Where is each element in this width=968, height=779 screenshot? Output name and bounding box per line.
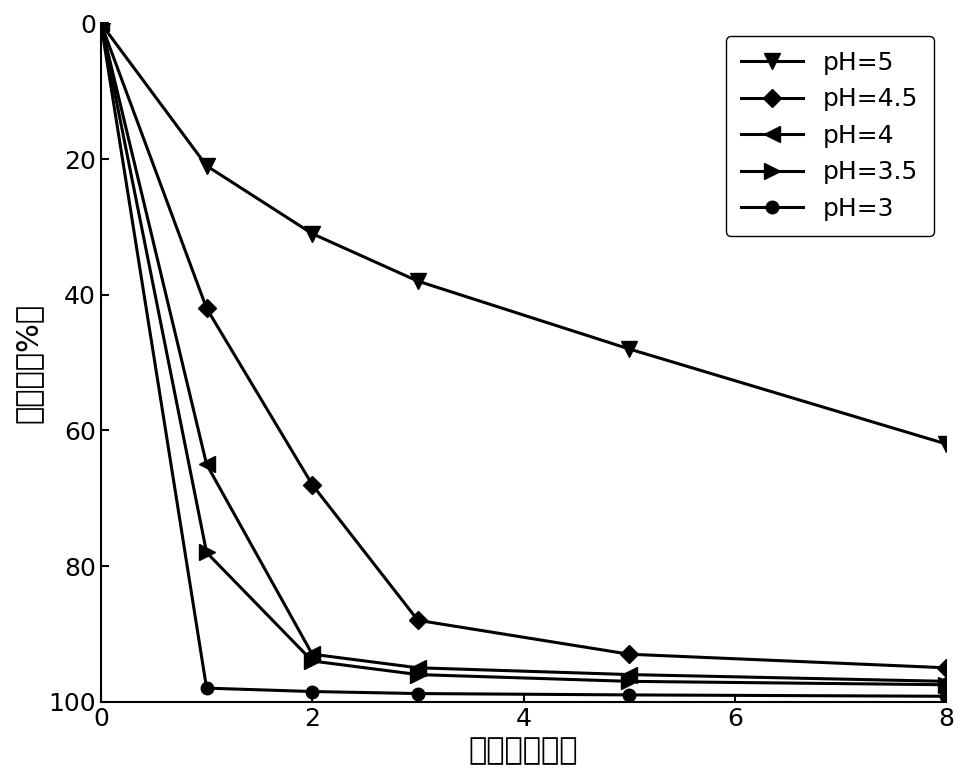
pH=3.5 — [412, 670, 424, 679]
pH=4 — [307, 650, 318, 659]
pH=4.5 — [95, 19, 106, 28]
pH=3 — [940, 692, 952, 701]
Line: pH=4.5: pH=4.5 — [95, 17, 953, 674]
Line: pH=4: pH=4 — [93, 16, 953, 689]
pH=5 — [95, 19, 106, 28]
Y-axis label: 降解率（%）: 降解率（%） — [14, 302, 43, 422]
pH=4.5 — [307, 480, 318, 489]
Line: pH=3.5: pH=3.5 — [93, 16, 953, 693]
pH=3.5 — [940, 680, 952, 689]
pH=3 — [95, 19, 106, 28]
pH=5 — [412, 277, 424, 286]
pH=3 — [623, 690, 635, 700]
pH=4 — [200, 460, 212, 469]
pH=5 — [940, 439, 952, 449]
pH=3.5 — [95, 19, 106, 28]
Line: pH=5: pH=5 — [93, 16, 953, 452]
pH=4.5 — [623, 650, 635, 659]
Line: pH=3: pH=3 — [95, 17, 953, 703]
pH=5 — [307, 229, 318, 238]
pH=4.5 — [412, 615, 424, 625]
pH=4 — [623, 670, 635, 679]
pH=3.5 — [200, 548, 212, 557]
pH=4 — [412, 663, 424, 672]
pH=3.5 — [307, 657, 318, 666]
pH=5 — [623, 344, 635, 354]
X-axis label: 时间（分钟）: 时间（分钟） — [469, 736, 578, 765]
pH=3.5 — [623, 677, 635, 686]
Legend: pH=5, pH=4.5, pH=4, pH=3.5, pH=3: pH=5, pH=4.5, pH=4, pH=3.5, pH=3 — [726, 36, 933, 236]
pH=3 — [412, 689, 424, 698]
pH=3 — [200, 683, 212, 693]
pH=4 — [940, 677, 952, 686]
pH=4.5 — [940, 663, 952, 672]
pH=4 — [95, 19, 106, 28]
pH=3 — [307, 687, 318, 696]
pH=5 — [200, 161, 212, 171]
pH=4.5 — [200, 304, 212, 313]
